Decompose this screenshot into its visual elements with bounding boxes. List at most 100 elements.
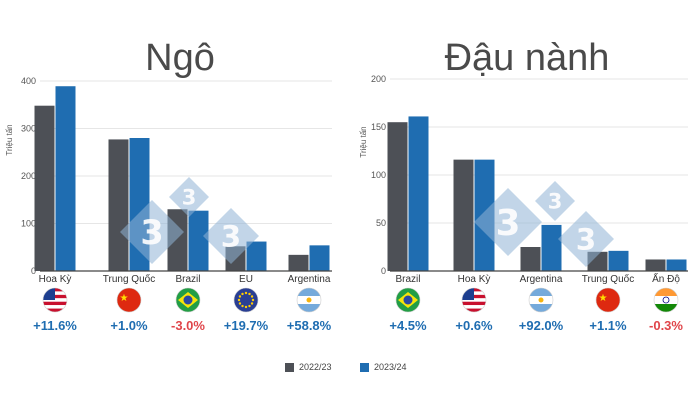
change-label: +4.5% <box>389 318 427 333</box>
flag-border <box>233 287 259 313</box>
watermark-digit: 3 <box>496 203 521 244</box>
flag-border <box>296 287 322 313</box>
flag-star <box>241 304 244 308</box>
flag-stripe <box>462 308 486 312</box>
legend-item-2022: 2022/23 <box>285 362 332 372</box>
bar-2022 <box>453 159 474 271</box>
change-label: +1.1% <box>589 318 627 333</box>
flag-border <box>595 287 621 313</box>
chart-title: Đậu nành <box>445 37 610 79</box>
flag-star <box>244 291 248 295</box>
x-tick-label: Argentina <box>520 274 563 285</box>
x-tick-label: Trung Quốc <box>582 273 634 285</box>
bar-2023 <box>188 210 209 271</box>
flag-star <box>238 295 242 298</box>
legend-item-2023: 2023/24 <box>360 362 407 372</box>
x-tick-label: Ấn Độ <box>652 272 680 285</box>
y-tick-label: 400 <box>21 76 36 86</box>
flag-star <box>248 304 251 308</box>
watermark-diamond <box>558 211 614 267</box>
bar-2022 <box>34 105 55 271</box>
bar-2022 <box>645 259 666 271</box>
watermark-digit: 3 <box>221 220 241 254</box>
flag-globe <box>183 295 193 305</box>
watermark-logo: 333 333 <box>120 177 614 267</box>
watermark-digit: 3 <box>548 190 563 214</box>
x-tick-label: Hoa Kỳ <box>39 274 72 285</box>
watermark-diamond <box>474 188 542 256</box>
watermark-digit: 3 <box>140 213 163 252</box>
bar-2022 <box>387 122 408 271</box>
y-tick-label: 0 <box>31 266 36 276</box>
flag-body: ★ <box>117 288 141 312</box>
y-tick-label: 150 <box>371 122 386 132</box>
flag-stripe <box>43 305 67 309</box>
flag-star: ★ <box>599 293 608 304</box>
flag-body: ★ <box>596 288 620 312</box>
watermark-digit: 3 <box>182 186 197 210</box>
change-label: +19.7% <box>224 318 269 333</box>
bar-2023 <box>309 245 330 271</box>
bar-2023 <box>246 241 267 271</box>
flag-field <box>596 288 620 312</box>
flag-body <box>176 288 200 312</box>
legend-label-2022: 2022/23 <box>299 362 332 372</box>
change-label: +92.0% <box>519 318 564 333</box>
chart-panel-1: Ngô 0 100 200 300 400 Triệu tấn Hoa Kỳ +11.6% Tru… <box>5 37 332 333</box>
bar-2022 <box>520 247 541 271</box>
change-label: +11.6% <box>33 318 77 333</box>
flag-sun <box>306 297 312 303</box>
x-tick-label: Brazil <box>175 274 200 285</box>
flag-stripe <box>43 308 67 312</box>
flag-body <box>396 288 420 312</box>
change-label: +1.0% <box>110 318 148 333</box>
flag-band <box>654 296 678 304</box>
x-tick-label: Trung Quốc <box>103 273 155 285</box>
bar-2023 <box>408 116 429 271</box>
y-tick-label: 200 <box>371 74 386 84</box>
watermark-diamond <box>120 200 184 264</box>
flag-body <box>654 288 678 312</box>
flag-star <box>248 292 251 296</box>
flag-band <box>654 304 678 312</box>
x-tick-label: Brazil <box>395 274 420 285</box>
flag-border <box>461 287 487 313</box>
flag-wheel <box>662 296 670 304</box>
y-tick-label: 200 <box>21 171 36 181</box>
flag-band <box>654 288 678 296</box>
watermark-diamond <box>535 181 575 221</box>
flag-star <box>241 292 244 296</box>
flag-body <box>297 288 321 312</box>
change-label: -0.3% <box>649 318 683 333</box>
flag-body <box>529 288 553 312</box>
flag-body <box>462 288 486 312</box>
flag-field <box>117 288 141 312</box>
legend-swatch-2023 <box>360 362 369 372</box>
flag-border <box>175 287 201 313</box>
x-tick-label: EU <box>239 274 253 285</box>
flag-stripe <box>462 301 486 306</box>
bar-2022 <box>108 139 129 271</box>
y-tick-label: 100 <box>21 219 36 229</box>
flag-border <box>653 287 679 313</box>
flag-star <box>251 298 255 302</box>
change-label: -3.0% <box>171 318 205 333</box>
change-label: +58.8% <box>287 318 332 333</box>
y-tick-label: 50 <box>376 218 386 228</box>
flag-border <box>395 287 421 313</box>
bar-2023 <box>541 224 562 271</box>
flag-body <box>43 288 67 312</box>
legend: 2022/23 2023/24 <box>285 362 425 378</box>
legend-swatch-2022 <box>285 362 294 372</box>
watermark-diamond <box>203 208 259 264</box>
flag-stripe <box>462 305 486 309</box>
y-tick-label: 0 <box>381 266 386 276</box>
bar-2023 <box>608 250 629 271</box>
flag-body <box>234 288 258 312</box>
flag-star <box>237 298 241 302</box>
x-tick-label: Argentina <box>288 274 331 285</box>
legend-label-2023: 2023/24 <box>374 362 407 372</box>
watermark-diamond <box>169 177 209 217</box>
flag-border <box>42 287 68 313</box>
